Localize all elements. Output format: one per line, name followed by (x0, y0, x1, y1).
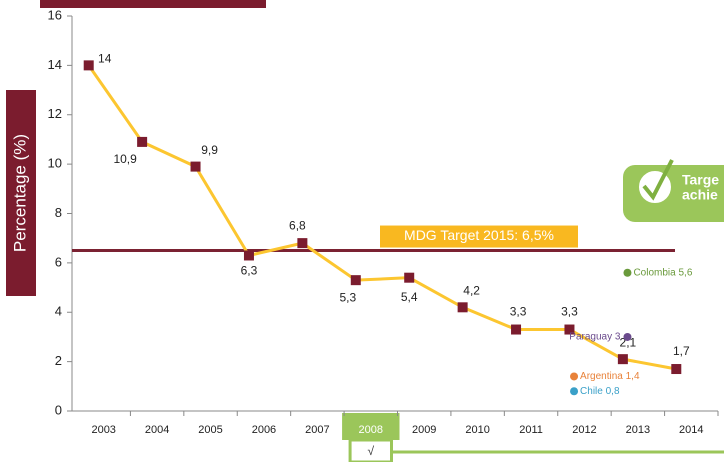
y-tick-label: 0 (55, 402, 62, 417)
marker (83, 60, 94, 71)
x-tick-label: 2007 (305, 424, 329, 436)
data-label: 9,9 (201, 143, 218, 157)
country-label: Colombia 5,6 (633, 267, 692, 278)
data-label: 1,7 (673, 344, 690, 358)
marker (457, 302, 468, 313)
data-label: 14 (98, 52, 112, 66)
marker (617, 354, 628, 365)
badge-check (642, 159, 674, 201)
target-label-box (380, 225, 578, 248)
data-line (87, 64, 677, 371)
country-label: Argentina 1,4 (580, 371, 640, 382)
y-tick-label: 16 (48, 7, 62, 22)
data-label: 5,4 (401, 290, 418, 304)
x-tick-label: 2004 (145, 424, 169, 436)
country-point (623, 268, 632, 277)
data-label: 5,3 (339, 290, 356, 304)
y-tick-label: 10 (48, 156, 62, 171)
marker (297, 238, 308, 249)
badge-text: Targe (682, 172, 719, 188)
country-label: Chile 0,8 (580, 386, 620, 397)
marker (564, 324, 575, 335)
marker (404, 272, 415, 283)
x-tick-label: 2011 (519, 424, 543, 436)
y-tick-label: 4 (55, 304, 62, 319)
y-tick-label: 8 (55, 205, 62, 220)
x-tick-label: 2010 (465, 424, 489, 436)
y-tick-label: 2 (55, 353, 62, 368)
x-tick-label: 2012 (572, 424, 596, 436)
data-label: 2,1 (620, 335, 637, 349)
x-tick-label: 2014 (679, 424, 703, 436)
x-tick-label: 2005 (198, 424, 222, 436)
data-label: 10,9 (113, 152, 137, 166)
marker (511, 324, 522, 335)
country-point (570, 372, 579, 381)
y-axis-label: Percentage (%) (10, 134, 29, 252)
y-label-box (6, 90, 36, 296)
marker (243, 250, 254, 261)
title-box (40, 0, 266, 8)
data-label: 6,8 (289, 218, 306, 232)
target-label: MDG Target 2015: 6,5% (404, 227, 554, 243)
x-tick-label: 2003 (91, 424, 115, 436)
highlight-mark: √ (367, 444, 374, 458)
y-tick-label: 12 (48, 106, 62, 121)
data-label: 6,3 (241, 264, 258, 278)
data-label: 4,2 (463, 283, 480, 297)
y-tick-label: 6 (55, 254, 62, 269)
data-label: 3,3 (510, 305, 527, 319)
country-label: Paraguay 3 (569, 332, 621, 343)
x-tick-label: 2013 (626, 424, 650, 436)
highlight-box (342, 413, 400, 440)
marker (350, 275, 361, 286)
marker (137, 136, 148, 147)
data-label: 3,3 (561, 305, 578, 319)
marker (190, 161, 201, 172)
y-tick-label: 14 (48, 57, 62, 72)
country-point (570, 387, 579, 396)
country-point (623, 332, 632, 341)
marker (671, 364, 682, 375)
x-tick-label: 2009 (412, 424, 436, 436)
badge-text: achie (682, 187, 718, 203)
x-tick-label: 2008 (359, 424, 383, 436)
x-tick-label: 2006 (252, 424, 276, 436)
